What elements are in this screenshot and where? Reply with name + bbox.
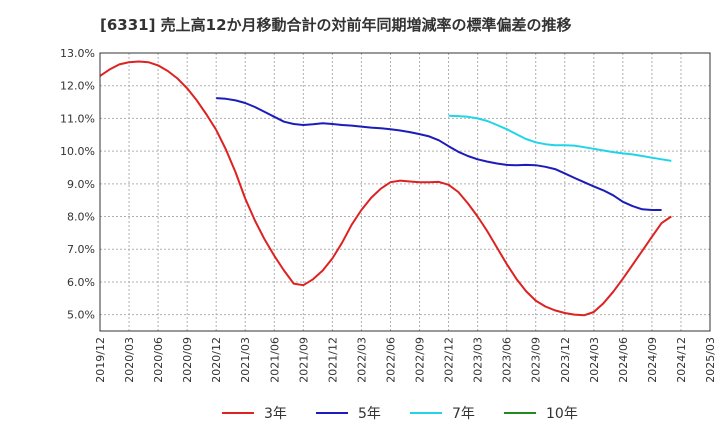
- y-tick-label: 9.0%: [67, 178, 95, 191]
- y-tick-label: 13.0%: [60, 47, 95, 60]
- x-tick-label: 2023/06: [501, 337, 514, 383]
- x-tick-label: 2022/06: [384, 337, 397, 383]
- x-tick-label: 2021/09: [297, 337, 310, 383]
- x-tick-label: 2019/12: [94, 337, 107, 383]
- y-tick-label: 11.0%: [60, 112, 95, 125]
- x-tick-label: 2024/06: [617, 337, 630, 383]
- x-tick-label: 2024/03: [588, 337, 601, 383]
- x-tick-label: 2022/12: [443, 337, 456, 383]
- x-tick-label: 2023/12: [559, 337, 572, 383]
- y-tick-label: 8.0%: [67, 211, 95, 224]
- series-line: [216, 97, 662, 211]
- x-tick-label: 2021/12: [326, 337, 339, 383]
- y-tick-label: 12.0%: [60, 80, 95, 93]
- legend-label: 10年: [546, 406, 578, 422]
- legend-label: 7年: [452, 406, 475, 422]
- x-tick-label: 2023/03: [472, 337, 485, 383]
- x-tick-label: 2020/03: [123, 337, 136, 383]
- y-tick-label: 5.0%: [67, 309, 95, 322]
- x-tick-label: 2025/03: [704, 337, 717, 383]
- x-tick-label: 2024/09: [646, 337, 659, 383]
- chart-title: [6331] 売上高12か月移動合計の対前年同期増減率の標準偏差の推移: [100, 16, 572, 34]
- series-line: [448, 114, 672, 162]
- legend-label: 5年: [358, 406, 381, 422]
- x-tick-label: 2020/09: [181, 337, 194, 383]
- x-tick-label: 2023/09: [530, 337, 543, 383]
- series-line: [99, 60, 672, 317]
- y-axis-ticks: 5.0% 6.0% 7.0% 8.0% 9.0% 10.0% 11.0% 12.0% 13.0%: [60, 47, 95, 322]
- x-tick-label: 2020/12: [210, 337, 223, 383]
- legend: 3年 5年 7年 10年: [222, 406, 578, 422]
- x-tick-label: 2021/03: [239, 337, 252, 383]
- x-tick-label: 2022/09: [414, 337, 427, 383]
- x-tick-label: 2021/06: [268, 337, 281, 383]
- x-tick-label: 2024/12: [675, 337, 688, 383]
- x-axis-ticks: 2019/12 2020/03 2020/06 2020/09 2020/12 2021/…: [94, 337, 717, 383]
- plot-area-border: [99, 52, 711, 332]
- y-tick-label: 10.0%: [60, 145, 95, 158]
- legend-label: 3年: [264, 406, 287, 422]
- x-tick-label: 2020/06: [152, 337, 165, 383]
- x-tick-label: 2022/03: [355, 337, 368, 383]
- y-tick-label: 6.0%: [67, 276, 95, 289]
- y-tick-label: 7.0%: [67, 243, 95, 256]
- series-lines: [99, 60, 672, 317]
